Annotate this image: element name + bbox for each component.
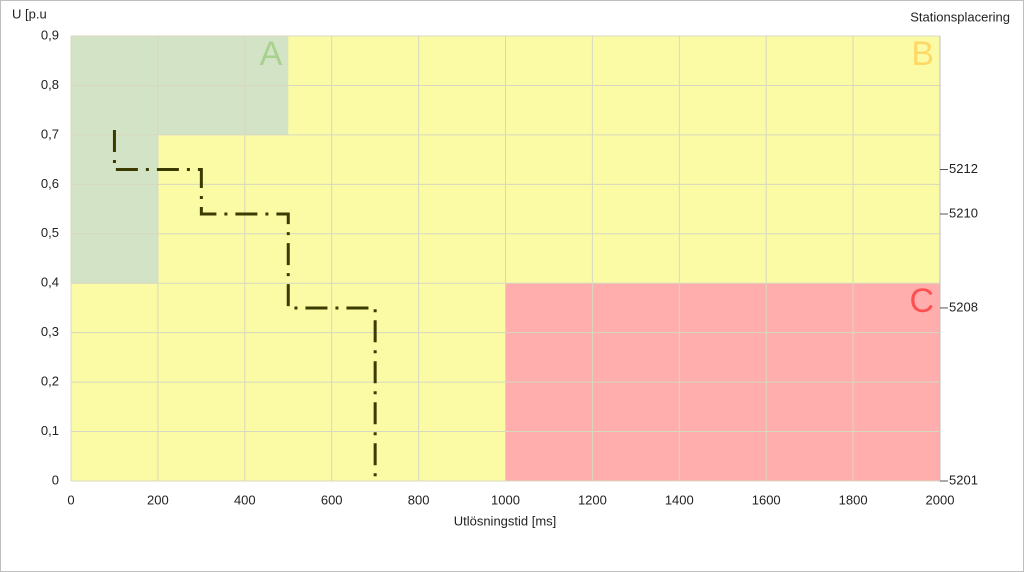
y-tick-label: 0,6 (41, 176, 59, 191)
y-tick-label: 0,9 (41, 27, 59, 42)
x-tick-label: 1800 (839, 492, 868, 507)
x-tick-label: 1200 (578, 492, 607, 507)
y-tick-label: 0,4 (41, 275, 59, 290)
x-tick-label: 200 (147, 492, 169, 507)
y-tick-label: 0,7 (41, 126, 59, 141)
line (112, 129, 377, 481)
y2-tick-label: 5201 (949, 472, 978, 487)
y-tick-label: 0,1 (41, 423, 59, 438)
x-tick-label: 1000 (491, 492, 520, 507)
y2-axis-label: Stationsplacering (910, 9, 1010, 24)
y-tick-label: 0,8 (41, 77, 59, 92)
x-tick-label: 400 (234, 492, 256, 507)
x-tick-label: 2000 (926, 492, 955, 507)
y2-tick-label: 5208 (949, 299, 978, 314)
y-tick-label: 0,2 (41, 374, 59, 389)
y-tick-label: 0,5 (41, 225, 59, 240)
x-tick-label: 1400 (665, 492, 694, 507)
x-tick-label: 0 (67, 492, 74, 507)
region-label: A (260, 35, 283, 73)
x-tick-label: 1600 (752, 492, 781, 507)
y-axis-label: U [p.u (12, 6, 47, 21)
y-tick-label: 0,3 (41, 324, 59, 339)
y-tick-label: 0 (52, 472, 59, 487)
region-label: C (909, 282, 934, 320)
region-label: B (911, 35, 934, 73)
y2-tick-label: 5212 (949, 161, 978, 176)
x-tick-label: 600 (321, 492, 343, 507)
x-axis-label: Utlösningstid [ms] (454, 513, 557, 528)
x-tick-label: 800 (408, 492, 430, 507)
y2-tick-label: 5210 (949, 205, 978, 220)
region (71, 134, 158, 284)
